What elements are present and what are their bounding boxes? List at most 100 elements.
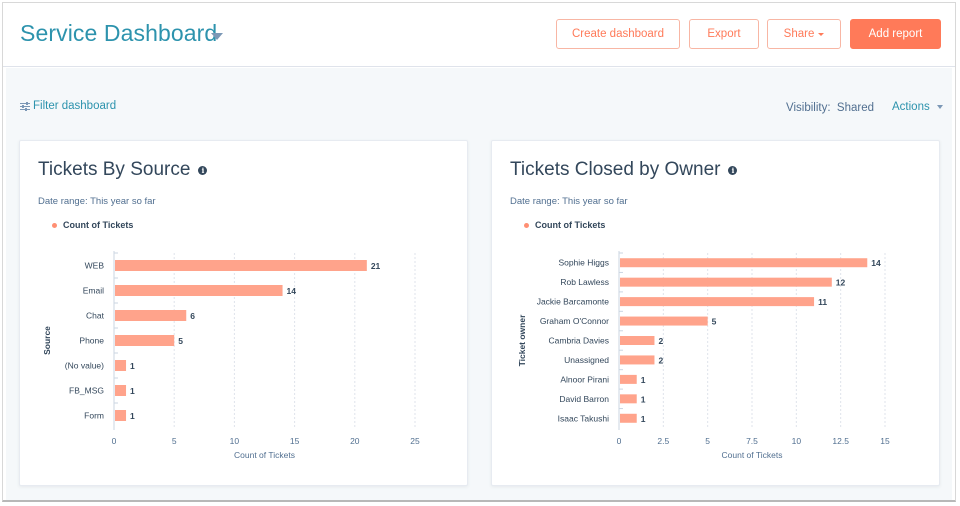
x-tick-label: 25 [410,436,420,446]
report-title: Tickets Closed by Owner [510,159,721,180]
category-label: (No value) [65,361,104,371]
data-label: 1 [641,414,646,424]
info-icon[interactable]: i [728,165,738,175]
category-label: Chat [86,311,105,321]
x-tick-label: 5 [705,436,710,446]
legend-swatch [524,222,529,228]
data-label: 1 [130,411,135,421]
data-label: 1 [641,394,646,404]
dashboard-switcher-caret-icon[interactable] [211,33,223,40]
category-label: Phone [79,336,104,346]
visibility-status: Visibility: Shared [786,102,874,114]
bar [620,394,637,404]
chart-legend[interactable]: Count of Tickets [52,220,133,230]
x-axis-title: Count of Tickets [722,450,783,460]
category-label: Jackie Barcamonte [537,297,610,307]
y-axis-title: Source [42,326,52,355]
report-title-wrap: Tickets By Source i [38,159,208,181]
chart-tickets-by-source: WEB 21 Email 14 Chat 6 Phone 5 (No value) 1 FB_MSG… [42,251,420,460]
category-label: Unassigned [564,355,609,365]
data-label: 1 [130,361,135,371]
bar [620,258,868,268]
filter-dashboard-label: Filter dashboard [33,100,117,112]
data-label: 2 [658,355,663,365]
data-label: 11 [818,297,827,307]
data-label: 12 [836,278,846,288]
bar [620,336,655,345]
category-label: WEB [85,261,105,271]
bar [620,374,637,384]
data-label: 1 [641,375,646,385]
category-label: Rob Lawless [560,277,609,287]
dashboard-header: Service Dashboard Create dashboard Expor… [3,3,955,67]
x-tick-label: 12.5 [832,436,849,446]
bar [115,285,283,296]
dashboard-body: Filter dashboard Visibility: Shared Acti… [6,68,952,500]
category-label: Cambria Davies [549,336,609,346]
x-tick-label: 0 [617,436,622,446]
legend-swatch [52,222,57,228]
report-title-wrap: Tickets Closed by Owner i [510,159,738,181]
x-tick-label: 15 [290,436,300,446]
legend-label: Count of Tickets [535,220,606,230]
date-range-label: Date range: This year so far [38,196,156,207]
x-tick-label: 10 [230,436,240,446]
share-button[interactable]: Share [767,19,841,49]
data-label: 21 [371,261,381,271]
info-icon[interactable]: i [198,165,208,175]
date-range-label: Date range: This year so far [510,196,628,207]
x-tick-label: 5 [172,436,177,446]
actions-label: Actions [892,101,930,113]
x-tick-label: 20 [350,436,360,446]
x-tick-label: 0 [112,436,117,446]
bar [115,360,127,371]
create-dashboard-button[interactable]: Create dashboard [556,19,680,49]
filter-sliders-icon [20,101,30,111]
bar [620,355,655,365]
bar [115,410,127,421]
report-card-tickets-by-source: Tickets By Source i Date range: This yea… [19,140,468,486]
visibility-value: Shared [836,102,875,114]
legend-label: Count of Tickets [63,220,134,230]
bar [620,413,637,423]
category-label: FB_MSG [69,386,104,396]
category-label: Form [84,411,104,421]
y-axis-title: Ticket owner [517,314,527,366]
export-button[interactable]: Export [689,19,759,49]
data-label: 14 [287,286,297,296]
data-label: 5 [178,336,183,346]
x-tick-label: 2.5 [657,436,669,446]
data-label: 14 [871,258,881,268]
x-tick-label: 7.5 [746,436,758,446]
data-label: 5 [712,317,717,327]
bar [115,310,187,321]
dashboard-title[interactable]: Service Dashboard [20,20,218,46]
category-label: Email [83,286,104,296]
data-label: 6 [190,311,195,321]
actions-caret-icon [936,105,943,109]
filter-dashboard-link[interactable]: Filter dashboard [20,100,116,112]
report-title: Tickets By Source [38,159,191,180]
category-label: Alnoor Pirani [560,374,609,384]
category-label: Sophie Higgs [558,258,609,268]
x-tick-label: 15 [880,436,890,446]
bar [620,297,815,307]
share-button-label: Share [783,28,815,40]
category-label: Graham O'Connor [540,316,609,326]
bar [115,385,127,396]
report-card-tickets-closed-by-owner: Tickets Closed by Owner i Date range: Th… [491,140,940,486]
chart-legend[interactable]: Count of Tickets [524,220,605,230]
data-label: 2 [658,336,663,346]
x-axis-title: Count of Tickets [234,450,295,460]
actions-dropdown[interactable]: Actions [892,101,943,113]
bar [115,335,175,346]
category-label: David Barron [559,394,609,404]
x-tick-label: 10 [792,436,802,446]
visibility-label: Visibility: [786,102,831,114]
bar [620,277,832,287]
bar [115,260,367,271]
add-report-button[interactable]: Add report [850,19,941,49]
data-label: 1 [130,386,135,396]
bar [620,316,708,326]
